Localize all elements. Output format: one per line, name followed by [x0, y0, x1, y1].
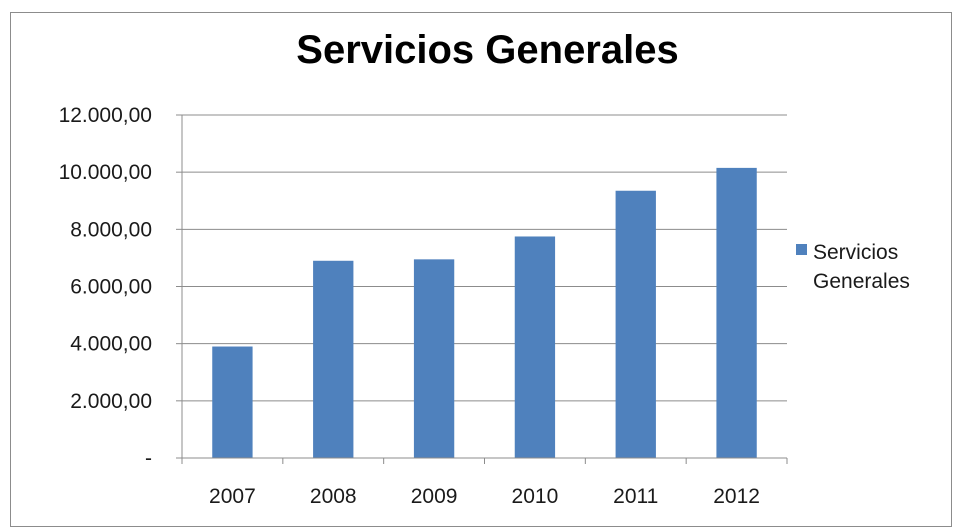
y-tick-label: 10.000,00 [59, 161, 152, 184]
bar [212, 346, 253, 458]
bar [615, 190, 656, 458]
y-tick-label: 2.000,00 [70, 390, 152, 413]
chart-title: Servicios Generales [296, 28, 679, 72]
bar [716, 167, 757, 459]
y-tick-label: 8.000,00 [70, 218, 152, 241]
x-tick-label: 2008 [310, 485, 357, 508]
x-tick-label: 2011 [613, 485, 658, 508]
x-tick-label: 2012 [713, 485, 760, 508]
axes [176, 114, 788, 464]
bars [212, 167, 757, 459]
y-tick-label: - [145, 447, 152, 470]
bar [413, 259, 455, 458]
tick-labels: - 2.000,00 4.000,00 6.000,00 8.000,00 10.000,… [59, 104, 760, 508]
legend-swatch [796, 244, 807, 255]
bar [313, 260, 354, 458]
legend-label: Servicios Generales [813, 241, 910, 293]
y-tick-label: 6.000,00 [70, 276, 152, 299]
x-tick-label: 2007 [209, 485, 256, 508]
y-tick-label: 12.000,00 [59, 104, 152, 127]
chart-frame [10, 12, 952, 527]
bar [514, 236, 556, 458]
y-tick-label: 4.000,00 [70, 333, 152, 356]
gridlines [182, 114, 787, 402]
x-tick-label: 2010 [512, 485, 559, 508]
x-tick-label: 2009 [411, 485, 458, 508]
